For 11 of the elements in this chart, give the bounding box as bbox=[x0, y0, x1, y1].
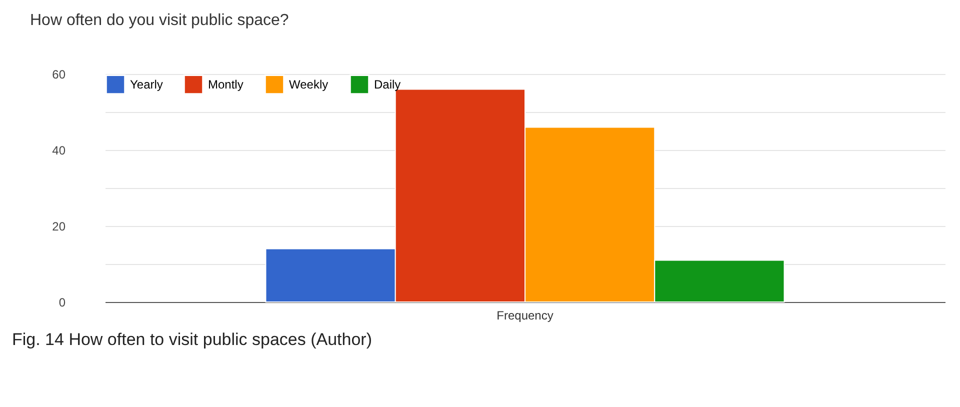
y-tick-label: 20 bbox=[52, 220, 66, 234]
caption: Fig. 14 How often to visit public spaces (Author) bbox=[12, 330, 373, 350]
y-tick-label: 60 bbox=[52, 68, 66, 82]
x-tick-label: Frequency bbox=[496, 308, 554, 322]
legend-label: Weekly bbox=[289, 78, 328, 92]
legend-label: Yearly bbox=[130, 78, 163, 92]
y-tick-label: 40 bbox=[52, 144, 66, 158]
y-tick-label: 0 bbox=[58, 296, 66, 310]
legend-label: Montly bbox=[208, 78, 244, 92]
legend-label: Daily bbox=[374, 78, 401, 92]
chart-title: How often do you visit public space? bbox=[30, 12, 289, 29]
